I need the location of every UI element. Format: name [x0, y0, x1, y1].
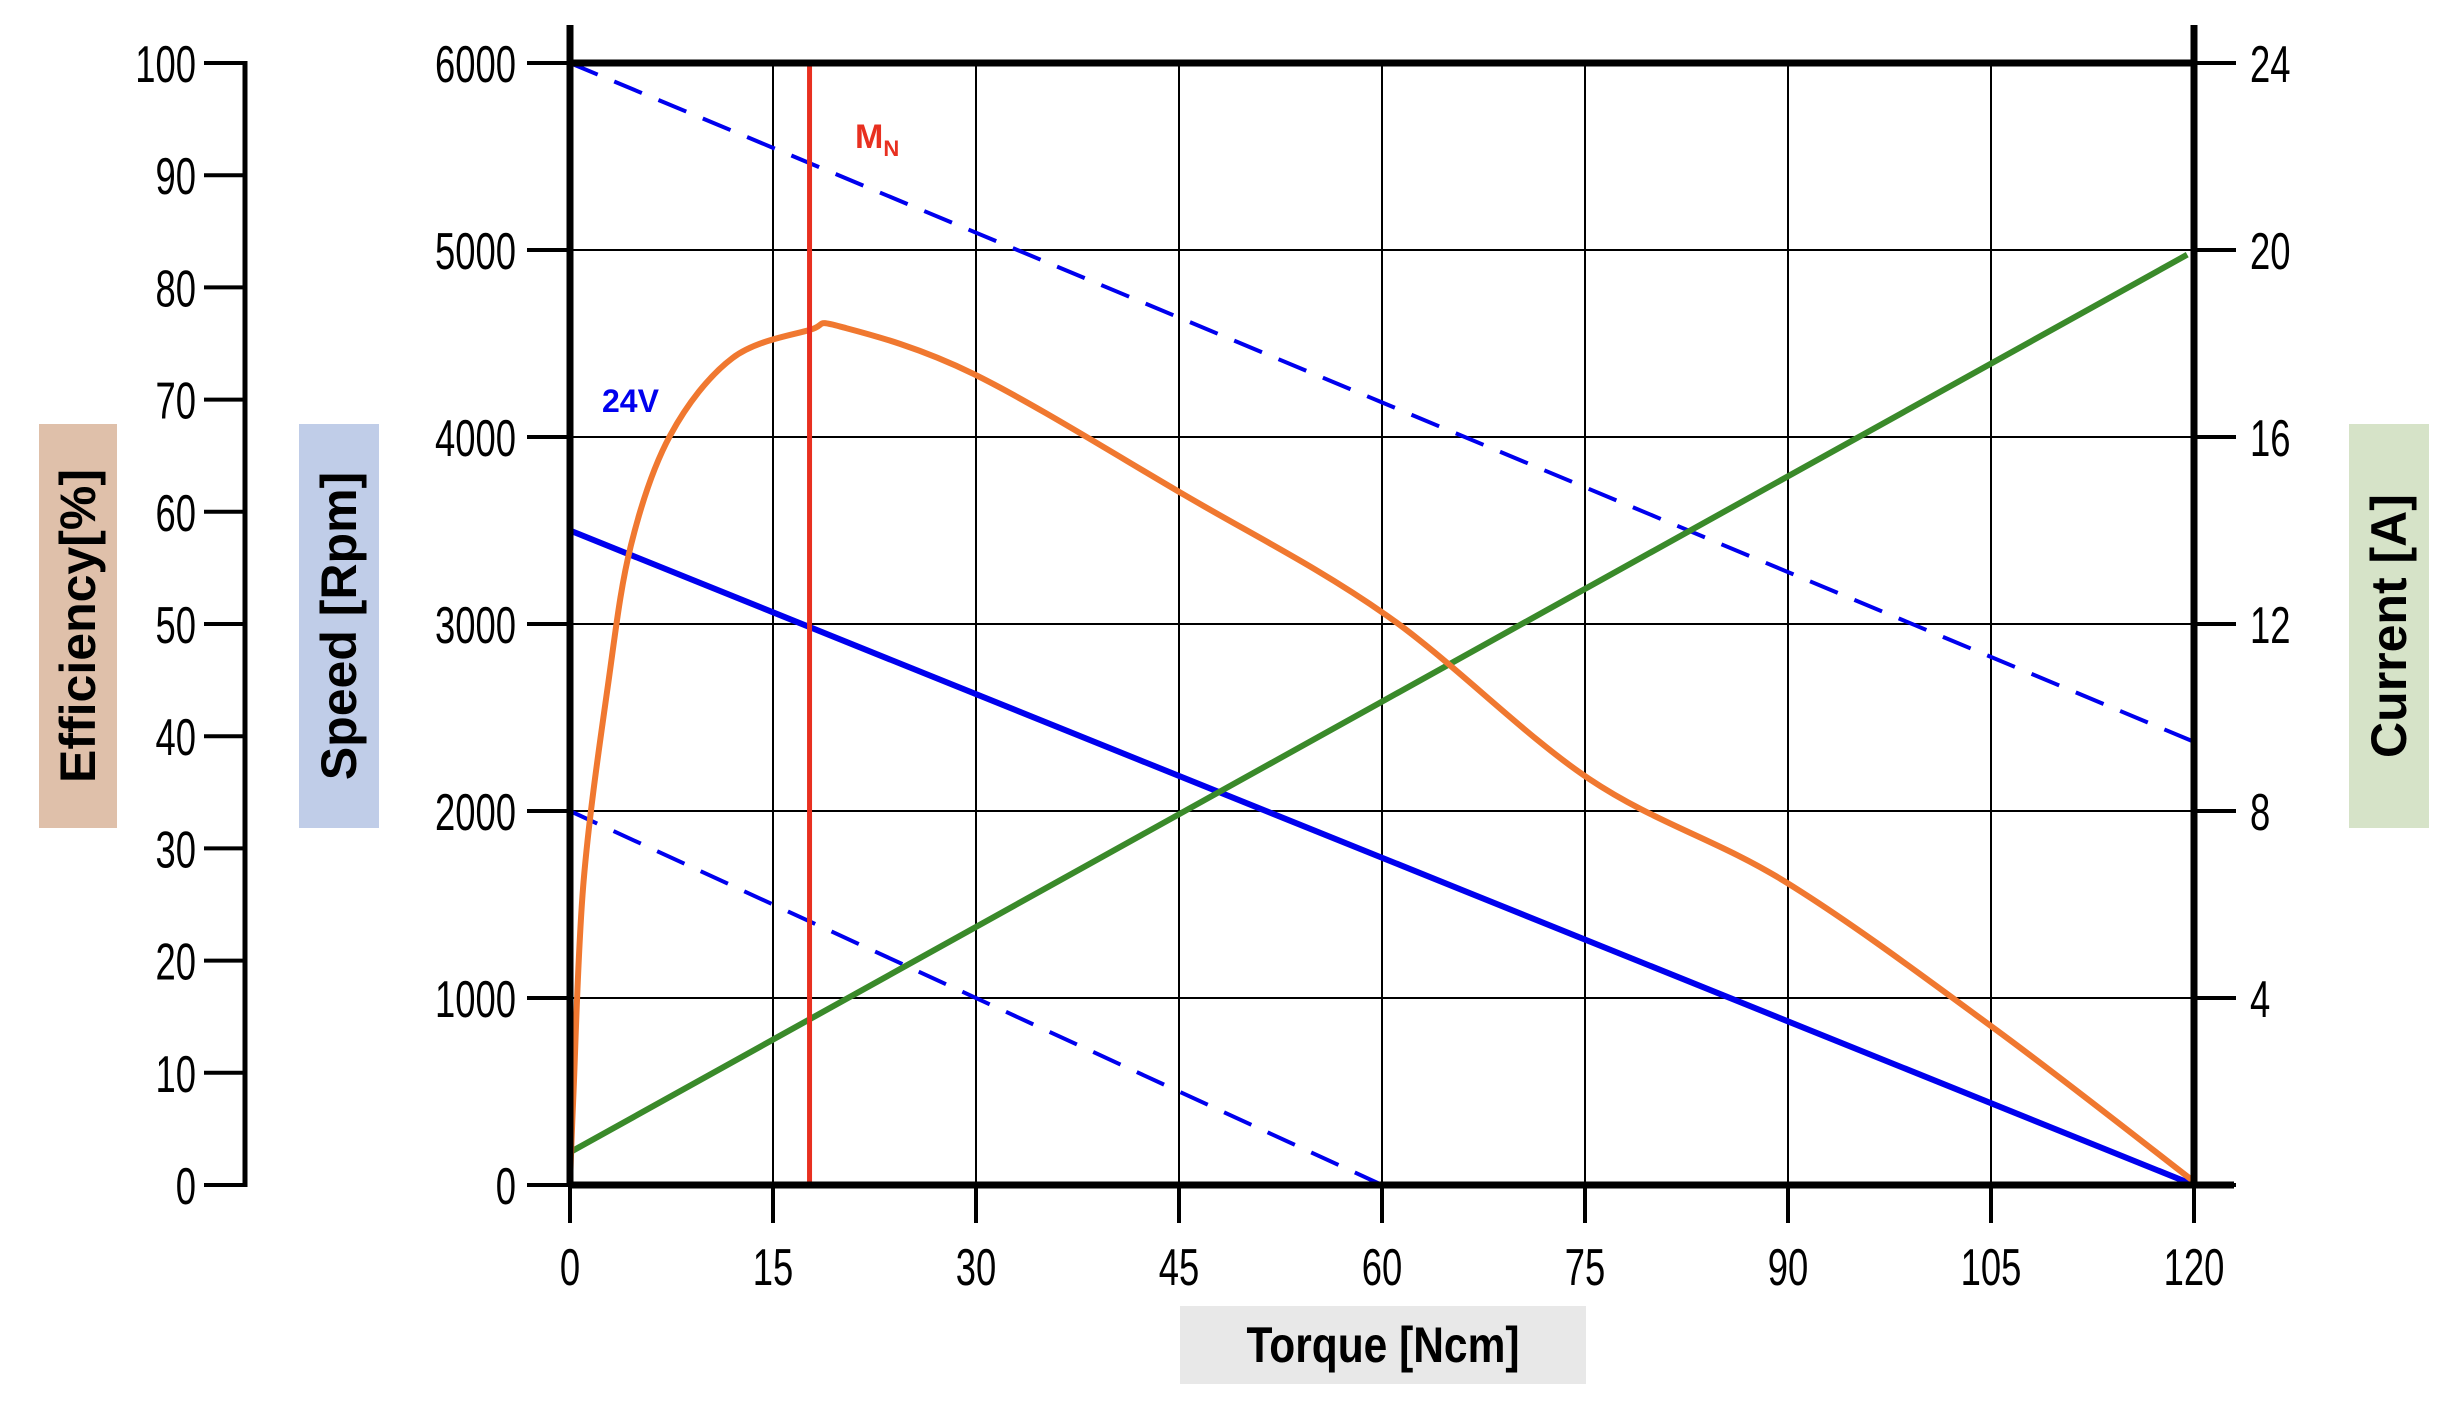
series-current-solid-3: [568, 252, 2189, 1155]
current-tick-label: 20: [2250, 221, 2290, 280]
x-tick-label: 60: [1362, 1237, 1402, 1296]
speed-tick-label: 4000: [435, 408, 516, 467]
efficiency-tick-label: 0: [176, 1156, 196, 1215]
series-layer: [567, 61, 2196, 1188]
current-tick-label: 8: [2250, 782, 2270, 841]
efficiency-tick-label: 60: [156, 483, 196, 542]
annotation-mn: MN: [855, 118, 899, 161]
speed-tick-label: 6000: [435, 34, 516, 93]
x-tick-label: 120: [2164, 1237, 2225, 1296]
current-axis-title: Current [A]: [2361, 494, 2417, 758]
tick-labels: 0 15 30 45 60 75 90 105 120010002000300040005000…: [135, 34, 2290, 1296]
series-efficiency-solid-4: [567, 320, 2196, 1186]
efficiency-title-bg: [39, 424, 117, 828]
annotation-mn-main: M: [855, 118, 883, 156]
current-tick-label: 12: [2250, 595, 2290, 654]
speed-tick-label: 0: [496, 1156, 516, 1215]
x-tick-label: 45: [1159, 1237, 1199, 1296]
x-tick-label: 90: [1768, 1237, 1808, 1296]
efficiency-tick-label: 30: [156, 820, 196, 879]
x-tick-label: 30: [956, 1237, 996, 1296]
current-tick-label: 4: [2250, 969, 2270, 1028]
series-speed-dashed-1: [569, 61, 2195, 744]
efficiency-tick-label: 90: [156, 147, 196, 206]
current-tick-label: 24: [2250, 34, 2290, 93]
efficiency-tick-label: 80: [156, 259, 196, 318]
efficiency-tick-label: 40: [156, 708, 196, 767]
current-title-bg: [2349, 424, 2429, 828]
efficiency-tick-label: 50: [156, 595, 196, 654]
x-tick-label: 75: [1565, 1237, 1605, 1296]
series-speed-solid-0: [568, 527, 2196, 1188]
annotation-24v: 24V: [602, 383, 660, 419]
annotation-mn-sub: N: [883, 136, 899, 161]
efficiency-tick-label: 10: [156, 1044, 196, 1103]
efficiency-axis-title: Efficiency[%]: [50, 469, 106, 783]
grid: [570, 62, 2194, 1223]
torque-title-bg: [1180, 1306, 1586, 1384]
efficiency-tick-label: 20: [156, 932, 196, 991]
x-tick-label: 105: [1961, 1237, 2022, 1296]
efficiency-tick-label: 70: [156, 371, 196, 430]
speed-tick-label: 3000: [435, 595, 516, 654]
speed-axis-title: Speed [Rpm]: [311, 472, 367, 780]
speed-tick-label: 2000: [435, 782, 516, 841]
speed-tick-label: 1000: [435, 969, 516, 1028]
axes: [204, 25, 2236, 1223]
efficiency-tick-label: 100: [135, 34, 196, 93]
speed-title-bg: [299, 424, 379, 828]
series-speed-dashed-2: [569, 809, 1383, 1187]
x-tick-label: 15: [753, 1237, 793, 1296]
x-tick-label: 0: [560, 1237, 580, 1296]
current-tick-label: 16: [2250, 408, 2290, 467]
speed-tick-label: 5000: [435, 221, 516, 280]
x-axis-title: Torque [Ncm]: [1246, 1317, 1519, 1373]
